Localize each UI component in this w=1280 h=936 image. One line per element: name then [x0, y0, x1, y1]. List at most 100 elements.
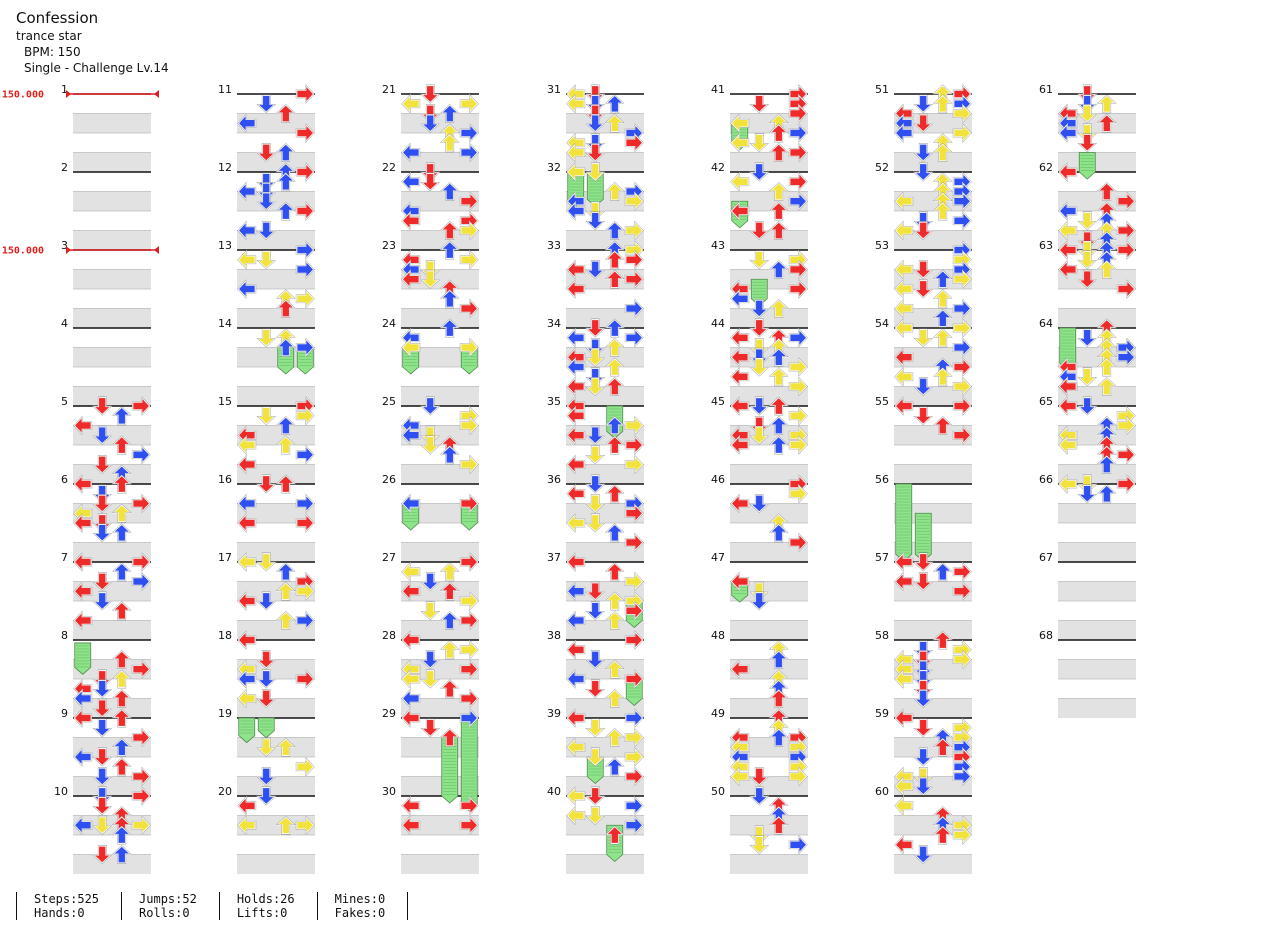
left-arrow-icon	[730, 327, 750, 348]
arrow-shape	[625, 415, 644, 436]
down-arrow-icon	[256, 191, 277, 211]
right-arrow-icon	[952, 103, 972, 124]
arrow-outline	[1077, 328, 1098, 348]
right-arrow-icon	[624, 746, 644, 768]
arrow-outline	[275, 435, 296, 455]
arrow-shape	[789, 483, 808, 504]
arrow-shape	[237, 220, 256, 241]
arrow-outline	[439, 445, 460, 465]
up-arrow-icon	[1096, 357, 1117, 377]
arrow-shape	[585, 513, 606, 533]
arrow-outline	[768, 367, 789, 387]
arrow-outline	[624, 669, 644, 689]
arrow-shape	[913, 406, 934, 426]
up-arrow-icon	[604, 269, 625, 289]
arrow-shape	[237, 795, 256, 816]
arrow-shape	[585, 786, 606, 806]
arrow-shape	[585, 162, 606, 182]
arrow-outline	[768, 415, 789, 435]
right-arrow-icon	[295, 668, 315, 690]
arrow-outline	[788, 357, 808, 377]
arrow-outline	[401, 669, 421, 689]
bpm-left-tick	[66, 246, 71, 254]
left-arrow-icon	[566, 805, 586, 826]
arrow-outline	[749, 133, 770, 153]
arrow-outline	[624, 747, 644, 767]
arrow-shape	[296, 444, 315, 465]
arrow-outline	[275, 415, 296, 435]
arrow-shape	[953, 425, 972, 446]
left-arrow-icon	[566, 581, 586, 602]
arrow-outline	[131, 493, 151, 514]
arrow-shape	[401, 668, 420, 690]
arrow-outline	[624, 708, 644, 728]
arrow-shape	[401, 425, 420, 446]
down-arrow-icon	[913, 747, 934, 767]
beat-band	[237, 113, 315, 133]
left-arrow-icon	[566, 668, 586, 690]
arrow-shape	[625, 707, 644, 729]
beat-band	[73, 152, 151, 172]
arrow-shape	[894, 707, 913, 729]
right-arrow-icon	[131, 785, 151, 807]
beat-band	[894, 620, 972, 640]
left-arrow-icon	[894, 571, 914, 592]
arrow-shape	[585, 474, 606, 494]
right-arrow-icon	[952, 269, 972, 290]
arrow-outline	[295, 493, 315, 514]
arrow-outline	[604, 113, 625, 133]
arrow-outline	[420, 162, 441, 182]
arrow-shape	[111, 474, 132, 494]
arrow-outline	[624, 571, 644, 592]
arrow-outline	[624, 766, 644, 787]
right-arrow-icon	[295, 239, 315, 261]
beat-band	[73, 191, 151, 211]
measure-number: 63	[1039, 239, 1053, 252]
arrow-outline	[131, 552, 151, 572]
arrow-shape	[566, 805, 585, 826]
arrow-shape	[132, 815, 151, 836]
arrow-outline	[1077, 104, 1098, 124]
arrow-outline	[894, 795, 914, 816]
arrow-outline	[73, 415, 93, 436]
arrow-outline	[439, 640, 460, 660]
right-arrow-icon	[952, 766, 972, 787]
arrow-shape	[604, 338, 625, 357]
arrow-shape	[585, 650, 606, 669]
beat-band	[1058, 191, 1136, 211]
beat-band	[730, 386, 808, 406]
arrow-outline	[566, 669, 586, 689]
arrow-outline	[749, 767, 770, 787]
down-arrow-icon	[749, 425, 770, 445]
hold-body	[1078, 152, 1096, 180]
arrow-outline	[913, 406, 934, 426]
up-arrow-icon	[439, 181, 460, 201]
arrow-shape	[894, 395, 913, 417]
arrow-shape	[92, 396, 113, 416]
arrow-shape	[92, 845, 113, 864]
arrow-outline	[1077, 250, 1098, 270]
arrow-outline	[566, 425, 586, 446]
arrow-outline	[932, 94, 953, 114]
arrow-outline	[459, 552, 479, 572]
right-arrow-icon	[788, 834, 808, 855]
arrow-shape	[1077, 250, 1098, 270]
right-arrow-icon	[459, 220, 479, 241]
arrow-shape	[256, 767, 277, 786]
arrow-outline	[1077, 240, 1098, 260]
arrow-shape	[1096, 94, 1117, 113]
arrow-outline	[585, 211, 606, 231]
left-arrow-icon	[566, 142, 586, 163]
arrow-outline	[111, 562, 132, 582]
arrow-shape	[439, 104, 460, 123]
right-arrow-icon	[295, 815, 315, 836]
arrow-shape	[625, 746, 644, 768]
beat-band	[401, 308, 479, 328]
arrow-shape	[73, 415, 92, 436]
hold-note	[402, 347, 420, 375]
arrow-outline	[952, 318, 972, 338]
arrow-outline	[73, 581, 93, 602]
arrow-outline	[585, 718, 606, 738]
arrow-shape	[1096, 260, 1117, 279]
arrow-outline	[92, 786, 113, 806]
